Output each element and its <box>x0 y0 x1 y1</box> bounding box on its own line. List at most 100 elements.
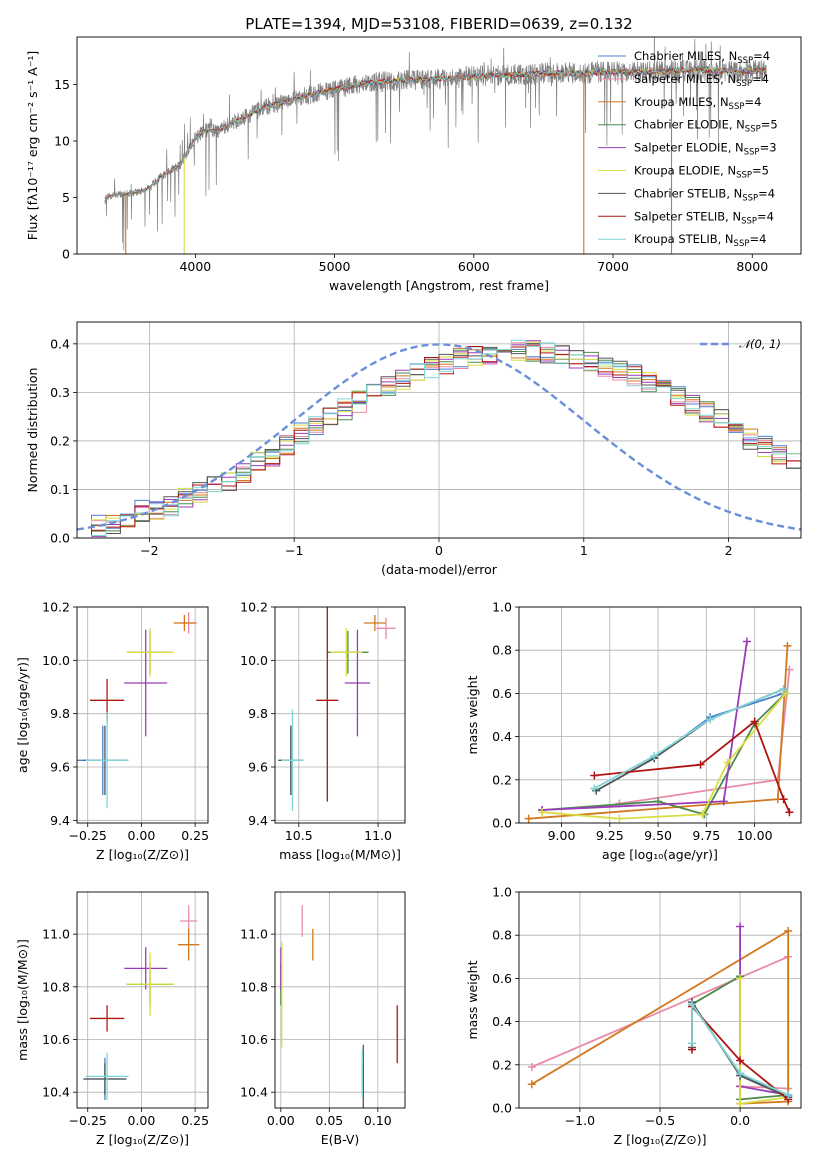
x-tick-label-3: 9.75 <box>692 828 720 843</box>
y-tick-label-2: 9.8 <box>50 706 70 721</box>
y-tick-label-1: 10.6 <box>240 1032 268 1047</box>
y-tick-label-3: 0.6 <box>492 686 512 701</box>
weight-marker-7-3 <box>779 795 788 804</box>
spectrum-lines <box>104 37 767 254</box>
x-tick-label-3: 7000 <box>597 259 629 274</box>
y-tick-label-0: 0.0 <box>492 816 512 831</box>
weight-line-8 <box>593 688 784 790</box>
ebv-mass-panel: 0.00 0.05 0.10 10.4 10.6 10.8 11.0 E(B-V) <box>240 891 406 1147</box>
y-tick-label-2: 10.8 <box>42 979 70 994</box>
weight-marker-8-2 <box>706 715 715 724</box>
histogram-0 <box>77 346 801 538</box>
x-tick-label-2: 0.10 <box>364 1113 392 1128</box>
weight-marker-2-0 <box>527 1080 536 1089</box>
legend-label-8: Kroupa STELIB, NSSP=4 <box>634 232 766 249</box>
x-tick-label-4: 2 <box>725 543 733 558</box>
weight-marker-8-1 <box>688 1000 697 1009</box>
error-bars <box>280 905 398 1108</box>
weight-marker-5-3 <box>723 758 732 767</box>
x-tick-label-1: −0.5 <box>645 1113 675 1128</box>
legend-label-0: Chabrier MILES, NSSP=4 <box>634 49 770 66</box>
legend-label-3: Chabrier ELODIE, NSSP=5 <box>634 118 778 135</box>
x-tick-label-0: 10.5 <box>285 828 313 843</box>
weight-marker-4-2 <box>742 637 751 646</box>
x-axis-label: wavelength [Angstrom, rest frame] <box>329 278 549 293</box>
weight-line-2 <box>531 929 790 1105</box>
y-axis-label: mass weight <box>465 675 480 754</box>
legend-label-7: Salpeter STELIB, NSSP=4 <box>634 209 774 226</box>
z-massweight-panel: −1.0 −0.5 0.0 0.0 0.2 0.4 0.6 0.8 1.0 Z [log₁₀(Z/… <box>465 885 802 1147</box>
legend: Chabrier MILES, NSSP=4 Salpeter MILES, NS… <box>598 49 778 249</box>
weight-marker-7-2 <box>736 1056 745 1065</box>
weight-marker-5-4 <box>781 689 790 698</box>
y-tick-label-5: 1.0 <box>492 885 512 900</box>
weight-marker-8-0 <box>590 784 599 793</box>
x-tick-label-0: −1.0 <box>565 1113 595 1128</box>
y-tick-label-2: 0.4 <box>492 1014 512 1029</box>
x-tick-label-0: 0.00 <box>267 1113 295 1128</box>
weight-marker-4-0 <box>736 922 745 931</box>
legend-label-4: Salpeter ELODIE, NSSP=3 <box>634 141 777 158</box>
x-tick-label-4: 10.00 <box>737 828 773 843</box>
z-mass-panel: −0.25 0.00 0.25 10.4 10.6 10.8 11.0 Z [log₁₀(Z/… <box>15 891 209 1147</box>
weight-marker-7-1 <box>696 760 705 769</box>
x-tick-label-2: 6000 <box>458 259 490 274</box>
x-tick-label-2: 0.25 <box>181 828 209 843</box>
x-axis-label: age [log₁₀(age/yr)] <box>602 847 718 862</box>
model-line-5 <box>104 66 767 199</box>
x-tick-label-0: −0.25 <box>69 1113 107 1128</box>
normal-legend-label: 𝒩(0, 1) <box>739 337 781 351</box>
weight-marker-8-3 <box>779 685 788 694</box>
weight-line-7 <box>594 720 791 813</box>
y-tick-label-3: 0.3 <box>50 385 70 400</box>
y-tick-label-1: 9.6 <box>50 760 70 775</box>
x-tick-label-4: 8000 <box>736 259 768 274</box>
y-tick-label-3: 10.0 <box>42 653 70 668</box>
x-tick-label-1: 0.00 <box>128 828 156 843</box>
y-tick-label-5: 1.0 <box>492 600 512 615</box>
histogram-4 <box>77 340 801 538</box>
y-axis-label: Normed distribution <box>25 368 40 493</box>
weight-marker-5-1 <box>736 1099 745 1108</box>
axes-frame <box>274 606 406 824</box>
axes-frame <box>76 606 209 824</box>
y-tick-label-0: 0 <box>62 247 70 262</box>
model-line-8 <box>104 66 767 199</box>
spectrum-panel: 4000 5000 6000 7000 8000 0 5 10 15 wavelength [An… <box>25 36 802 293</box>
error-bars <box>77 612 198 809</box>
x-tick-label-2: 0.25 <box>181 1113 209 1128</box>
y-tick-label-0: 10.4 <box>240 1085 268 1100</box>
weight-marker-7-0 <box>590 771 599 780</box>
axes-frame <box>518 606 802 824</box>
legend-label-1: Salpeter MILES, NSSP=4 <box>634 72 769 89</box>
y-tick-label-1: 0.1 <box>50 482 70 497</box>
weight-marker-8-2 <box>736 1069 745 1078</box>
weight-line-4 <box>739 926 789 1096</box>
y-axis-label: age [log₁₀(age/yr)] <box>15 657 30 773</box>
z-age-panel: −0.25 0.00 0.25 9.4 9.6 9.8 10.0 10.2 Z [log₁₀(Z… <box>15 600 209 863</box>
x-tick-label-1: 11.0 <box>364 828 392 843</box>
y-tick-label-2: 9.8 <box>248 706 268 721</box>
x-tick-label-2: 0.0 <box>730 1113 750 1128</box>
y-tick-label-2: 0.4 <box>492 729 512 744</box>
error-bars <box>278 607 396 811</box>
weight-line-0 <box>595 692 784 792</box>
y-tick-label-1: 5 <box>62 190 70 205</box>
x-tick-label-1: 0.00 <box>128 1113 156 1128</box>
y-tick-label-4: 0.4 <box>50 336 70 351</box>
figure-title: PLATE=1394, MJD=53108, FIBERID=0639, z=0… <box>245 15 632 33</box>
weight-marker-8-0 <box>688 1039 697 1048</box>
weight-marker-7-4 <box>785 808 794 817</box>
legend-label-5: Kroupa ELODIE, NSSP=5 <box>634 164 769 181</box>
x-tick-label-1: 9.25 <box>596 828 624 843</box>
x-tick-label-0: 9.00 <box>548 828 576 843</box>
weight-line-8 <box>691 1001 789 1096</box>
x-tick-label-0: −2 <box>140 543 158 558</box>
legend-label-6: Chabrier STELIB, NSSP=4 <box>634 186 775 203</box>
y-tick-label-2: 10 <box>54 133 70 148</box>
weight-marker-4-1 <box>719 797 728 806</box>
x-tick-label-1: 0.05 <box>315 1113 343 1128</box>
observed-spectrum <box>104 37 767 251</box>
histogram-1 <box>77 342 801 538</box>
weight-marker-5-0 <box>538 808 547 817</box>
